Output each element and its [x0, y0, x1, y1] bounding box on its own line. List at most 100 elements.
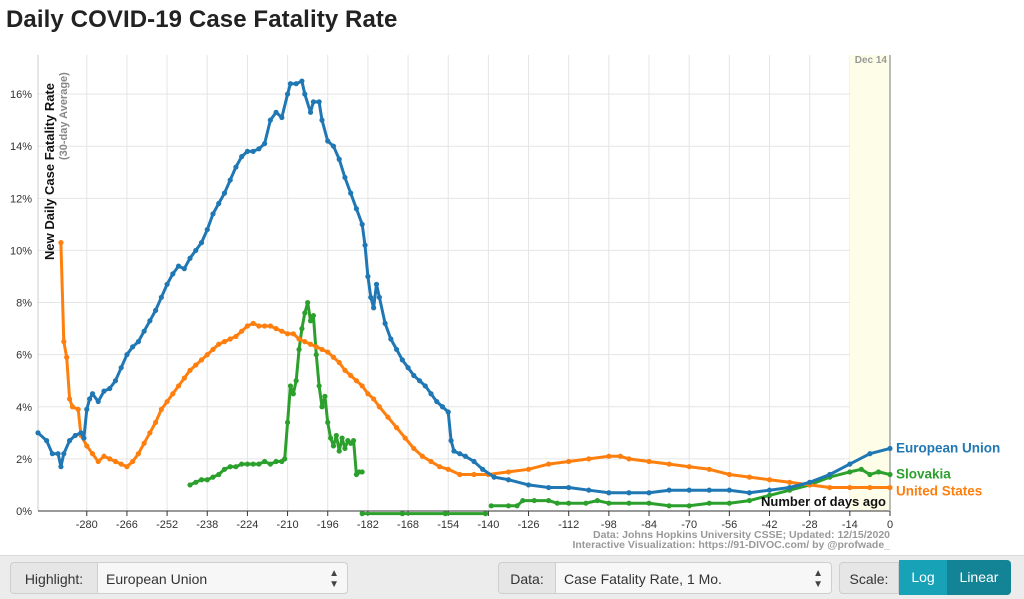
x-tick-label: -112	[558, 519, 579, 531]
data-point	[686, 487, 692, 493]
data-point	[244, 148, 251, 155]
x-tick-label: -168	[397, 519, 419, 531]
axes: 0%2%4%6%8%10%12%14%16%-280 -266 -252 -238 -2…	[10, 55, 893, 531]
data-point	[393, 425, 400, 431]
data-point	[282, 456, 288, 462]
data-point	[847, 461, 853, 467]
data-point	[95, 398, 101, 405]
page-title: Daily COVID-19 Case Fatality Rate	[6, 6, 398, 33]
highlight-select[interactable]: European Union ▲ ▼	[98, 562, 348, 594]
data-point	[181, 375, 187, 381]
data-point	[566, 484, 572, 491]
data-point	[887, 484, 893, 491]
data-point	[262, 323, 268, 329]
data-point	[250, 148, 256, 155]
data-point	[319, 404, 325, 410]
data-point	[302, 310, 308, 316]
data-point	[411, 445, 417, 452]
data-point	[362, 242, 368, 248]
data-point	[296, 346, 302, 353]
data-point	[442, 511, 448, 517]
data-point	[89, 451, 96, 457]
data-point	[583, 500, 589, 506]
data-point	[147, 318, 153, 324]
data-point	[686, 464, 692, 470]
data-point	[325, 349, 331, 355]
data-point	[239, 461, 245, 467]
data-point	[141, 440, 147, 446]
x-tick-label: -182	[357, 519, 379, 531]
data-point	[95, 458, 101, 465]
scale-linear-button[interactable]: Linear	[947, 560, 1011, 595]
select-arrows-icon: ▲ ▼	[813, 568, 823, 590]
data-point	[310, 312, 316, 319]
data-point	[244, 323, 251, 329]
x-axis-label: Number of days ago	[761, 494, 886, 509]
data-label: Data:	[498, 562, 556, 594]
chart-area: 0% 2% 4% 6% 8% 10% 12% 14% 16% -280 -266 -252 -238 -2…	[0, 40, 1024, 555]
data-point	[244, 461, 251, 467]
data-select[interactable]: Case Fatality Rate, 1 Mo. ▲ ▼	[556, 562, 832, 594]
x-tick-label: -280	[76, 519, 98, 531]
data-point	[44, 438, 50, 444]
x-tick-label: -252	[156, 519, 178, 531]
scale-log-button[interactable]: Log	[899, 560, 947, 595]
data-point	[606, 453, 612, 459]
data-point	[216, 471, 222, 478]
x-tick-label: -98	[601, 519, 617, 531]
data-point	[451, 448, 457, 454]
data-point	[204, 352, 210, 358]
highlight-label: Highlight:	[10, 562, 98, 594]
x-tick-label: -42	[762, 519, 778, 531]
data-point	[204, 226, 210, 233]
data-point	[726, 471, 732, 478]
data-point	[858, 466, 864, 472]
data-point	[279, 114, 285, 121]
series-labels: European Union Slovakia United States	[896, 440, 1000, 498]
data-point	[766, 477, 773, 483]
series-end-label: European Union	[896, 440, 1000, 455]
data-point	[279, 328, 285, 334]
data-point	[342, 445, 348, 452]
data-point	[416, 378, 423, 384]
data-point	[273, 109, 279, 115]
data-point	[305, 299, 311, 306]
date-marker-label: Dec 14	[855, 55, 888, 66]
data-point	[445, 409, 451, 415]
data-point	[350, 438, 357, 444]
data-point	[66, 438, 73, 444]
data-point	[299, 78, 305, 84]
y-tick-label: 4%	[16, 402, 32, 414]
data-point	[399, 511, 405, 517]
data-point	[130, 344, 136, 350]
data-point	[187, 255, 193, 261]
data-point	[267, 461, 273, 467]
x-tick-label: -70	[681, 519, 697, 531]
data-point	[525, 466, 532, 472]
x-tick-label: -224	[236, 519, 258, 531]
data-point	[221, 466, 228, 472]
data-point	[118, 365, 124, 371]
data-point	[310, 99, 316, 105]
data-point	[287, 81, 294, 87]
data-point	[457, 451, 463, 457]
y-tick-label: 6%	[16, 350, 32, 362]
data-point	[284, 331, 291, 337]
data-point	[75, 406, 81, 412]
data-point	[302, 91, 308, 97]
data-point	[746, 490, 753, 496]
data-point	[330, 354, 337, 360]
data-point	[322, 393, 328, 399]
data-point	[371, 305, 377, 311]
y-tick-label: 8%	[16, 298, 32, 310]
data-point	[227, 336, 233, 342]
data-point	[55, 451, 61, 457]
data-point	[626, 500, 632, 506]
data-point	[187, 482, 193, 488]
data-point	[287, 383, 294, 389]
data-point	[81, 435, 87, 441]
data-point	[293, 378, 299, 384]
x-tick-label: -28	[802, 519, 818, 531]
data-point	[348, 372, 354, 379]
data-point	[875, 469, 882, 475]
